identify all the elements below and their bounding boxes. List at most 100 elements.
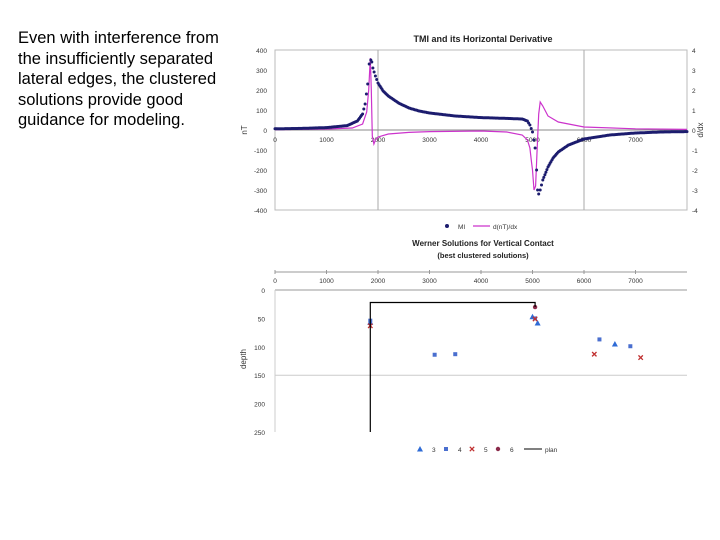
chart2-point-4	[432, 352, 437, 357]
chart2-series-6	[532, 304, 538, 310]
chart2-point-3	[611, 340, 618, 347]
chart1-y2-tick: -2	[692, 168, 698, 175]
chart1-series-derivative	[274, 57, 688, 191]
chart1-legend-label-mi: MI	[458, 224, 465, 231]
chart2-title: Werner Solutions for Vertical Contact	[412, 239, 554, 248]
chart2-x-tick: 2000	[371, 278, 386, 285]
chart2-x-tick: 0	[273, 278, 277, 285]
chart1-mi-point	[373, 74, 377, 78]
chart2-legend-label-5: 5	[484, 447, 488, 454]
chart2-x-tick: 7000	[628, 278, 643, 285]
chart2-legend-label-plan: plan	[545, 447, 558, 454]
chart1-mi-point	[685, 130, 689, 134]
chart2-legend-label-4: 4	[458, 447, 462, 454]
chart1-x-tick: 7000	[628, 137, 643, 144]
chart2-x-tick: 6000	[577, 278, 592, 285]
chart1-y-tick: 100	[256, 108, 267, 115]
chart2-point-4	[628, 344, 633, 349]
chart2-point-4	[597, 337, 602, 342]
chart2-point-5	[637, 354, 644, 361]
chart1-mi-point	[543, 173, 547, 177]
chart1-mi-point	[366, 82, 370, 86]
chart2-subtitle: (best clustered solutions)	[437, 251, 529, 260]
chart1-mi-point	[544, 170, 548, 174]
chart1-title: TMI and its Horizontal Derivative	[413, 34, 552, 44]
chart1-y2-tick: -3	[692, 188, 698, 195]
chart1-mi-point	[533, 146, 537, 150]
chart2-legend-label-3: 3	[432, 447, 436, 454]
chart2-y-tick: 200	[254, 402, 265, 409]
chart1-y2-tick: 1	[692, 108, 696, 115]
chart1-mi-point	[532, 138, 536, 142]
chart1-y2-tick: -1	[692, 148, 698, 155]
chart2-series-5	[367, 316, 644, 361]
chart2-point-5	[591, 351, 597, 357]
chart2-legend-label-6: 6	[510, 447, 514, 454]
chart2-legend-marker-4	[444, 447, 448, 451]
chart1-mi-point	[372, 70, 376, 74]
chart2-y-tick: 100	[254, 345, 265, 352]
chart2-point-5	[532, 316, 538, 322]
chart2-point-4	[453, 352, 458, 357]
chart1-y-tick: -200	[254, 168, 267, 175]
chart1-legend-marker-mi	[445, 224, 449, 228]
chart1-y2-tick: 0	[692, 128, 696, 135]
slide-caption: Even with interference from the insuffic…	[18, 29, 219, 129]
chart1-y-tick: 0	[263, 128, 267, 135]
chart1-mi-point	[545, 168, 549, 172]
chart1-y2-label: d/dx	[696, 122, 705, 137]
chart1-y2-tick: 3	[692, 68, 696, 75]
chart2-x-tick: 3000	[422, 278, 437, 285]
chart1-x-tick: 6000	[577, 137, 592, 144]
chart1-y-tick: -400	[254, 208, 267, 215]
chart2-point-6	[532, 304, 538, 310]
chart1-mi-point	[367, 62, 371, 66]
chart2-legend-marker-5	[469, 446, 475, 452]
chart1-y-tick: 300	[256, 68, 267, 75]
chart1-x-tick: 2000	[371, 137, 386, 144]
chart2-y-tick: 50	[258, 316, 266, 323]
chart1-mi-point	[371, 66, 375, 70]
chart1-y-tick: 400	[256, 48, 267, 55]
chart2-y-tick: 0	[261, 288, 265, 295]
chart1-mi-point	[363, 102, 367, 106]
chart1-mi-point	[537, 192, 541, 196]
chart2-y-tick: 250	[254, 430, 265, 437]
chart1-x-tick: 1000	[319, 137, 334, 144]
chart1-mi-point	[528, 123, 532, 127]
chart1-mi-point	[361, 112, 365, 116]
chart2-y-tick: 150	[254, 373, 265, 380]
chart1-y2-tick: 4	[692, 48, 696, 55]
chart2-series-plan	[369, 301, 536, 432]
chart1-mi-point	[541, 178, 545, 182]
chart1-legend-label-derivative: d(nT)/dx	[493, 224, 518, 231]
chart1-mi-point	[375, 78, 379, 81]
chart1-mi-point	[535, 168, 539, 172]
chart1-x-tick: 0	[273, 137, 277, 144]
chart1-x-tick: 4000	[474, 137, 489, 144]
chart1-mi-point	[536, 188, 540, 192]
chart2-x-tick: 5000	[525, 278, 540, 285]
chart1-mi-point	[364, 92, 368, 96]
chart1-y2-tick: 2	[692, 88, 696, 95]
chart2-legend-marker-6	[495, 446, 501, 452]
chart1-mi-point	[529, 127, 533, 130]
chart2-legend-marker-3	[417, 446, 423, 452]
chart1-y-tick: -300	[254, 188, 267, 195]
chart1-mi-point	[362, 107, 366, 111]
chart2-y-label: depth	[239, 349, 248, 369]
chart2-point-3	[534, 319, 541, 326]
chart2-series-4	[368, 316, 633, 357]
chart1-y-label: nT	[240, 125, 249, 134]
chart2-x-tick: 1000	[319, 278, 334, 285]
chart1-y-tick: -100	[254, 148, 267, 155]
chart2-x-tick: 4000	[474, 278, 489, 285]
chart1-series-mi	[273, 58, 689, 196]
chart2-plan-line	[369, 301, 536, 432]
chart1-x-tick: 3000	[422, 137, 437, 144]
chart1-mi-point	[542, 175, 546, 179]
chart2-series-3	[367, 313, 618, 347]
chart1-mi-point	[538, 188, 542, 192]
chart1-mi-point	[531, 130, 534, 134]
